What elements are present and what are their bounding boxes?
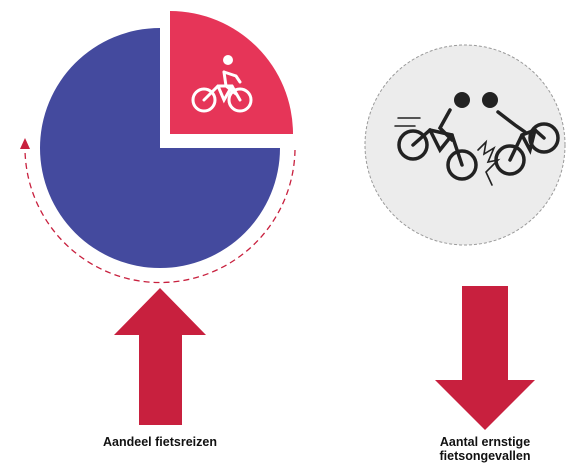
infographic: Aandeel fietsreizen Aantal ernstige fiet… [0,0,588,472]
pie-slice [170,11,293,134]
canvas: Aandeel fietsreizen Aantal ernstige fiet… [0,0,588,472]
up-arrow [114,288,206,425]
right-label-line: Aantal ernstige [440,435,530,449]
crash-group [365,45,565,245]
down-arrow [435,286,535,430]
crash-circle [365,45,565,245]
right-label-line: fietsongevallen [440,449,531,463]
left-label: Aandeel fietsreizen [103,435,217,449]
pie-group [20,11,295,283]
arc-arrowhead [20,138,30,149]
